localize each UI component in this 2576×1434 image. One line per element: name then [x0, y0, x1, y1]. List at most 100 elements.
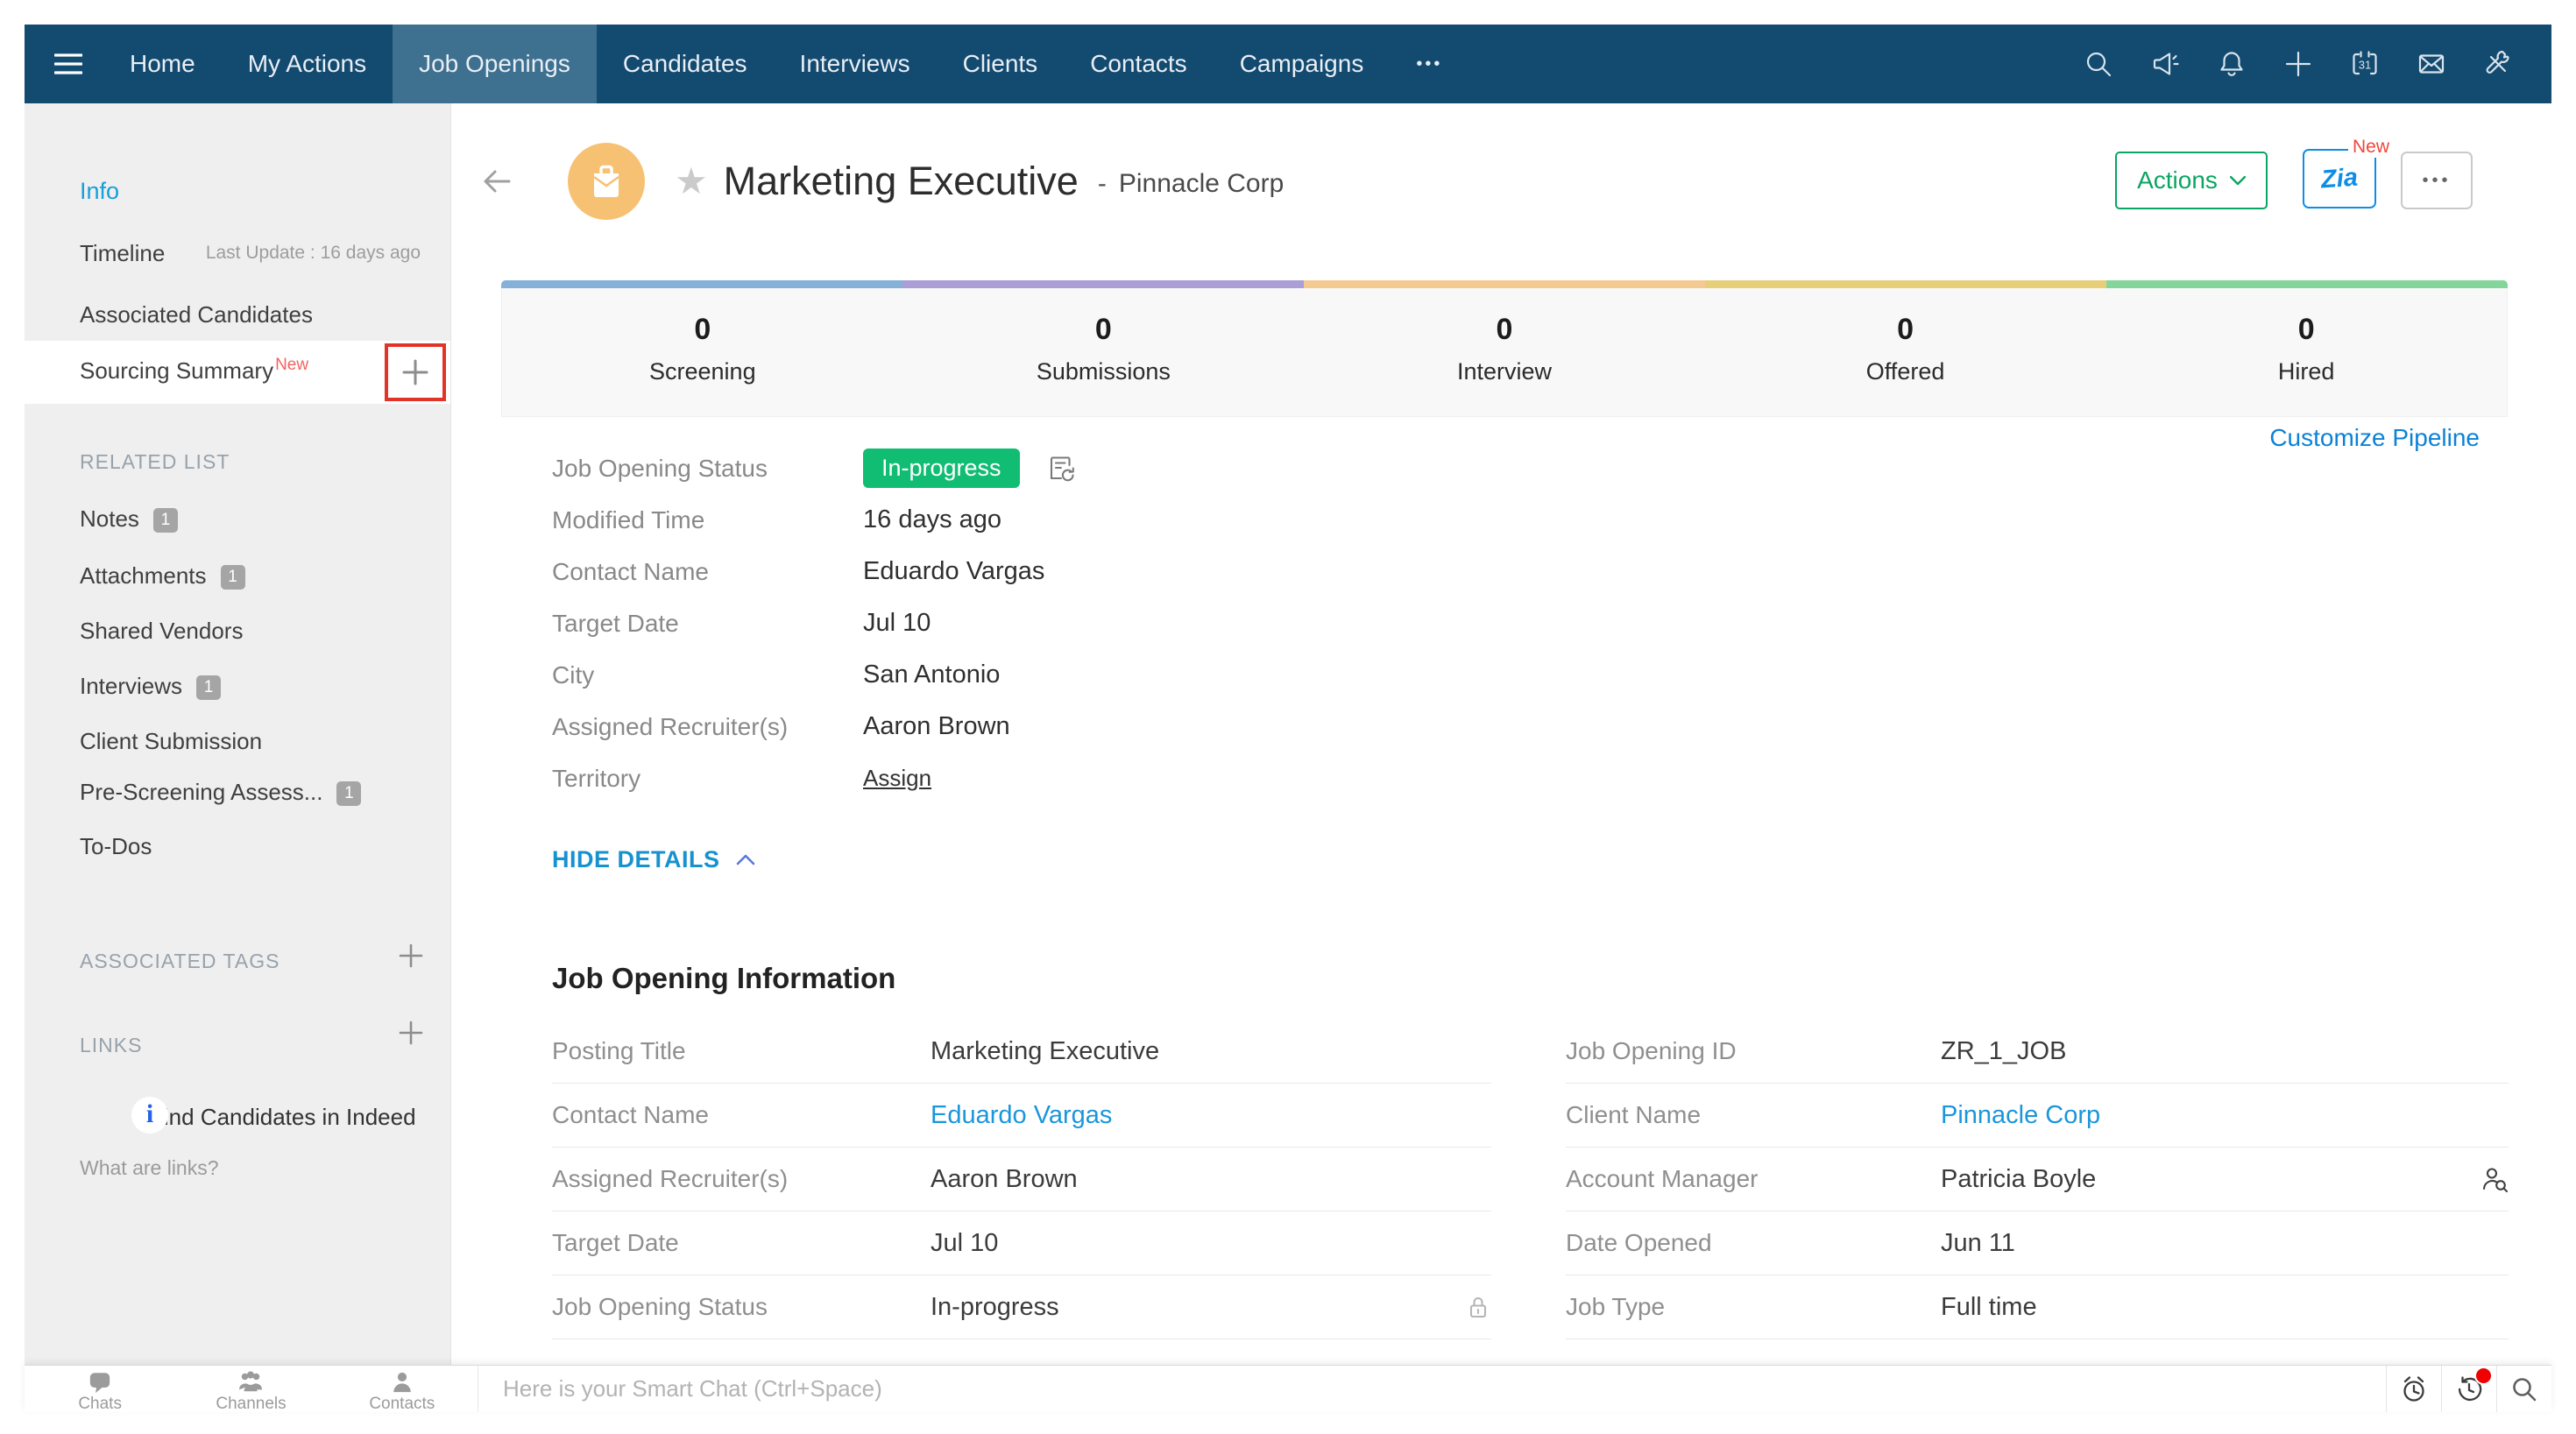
detail-value: 16 days ago: [863, 505, 1002, 533]
left-sidebar: Info Timeline Last Update : 16 days ago …: [25, 103, 451, 1365]
bell-icon[interactable]: [2217, 49, 2247, 79]
add-tag-button[interactable]: [398, 943, 424, 969]
detail-row: Assigned Recruiter(s) Aaron Brown: [552, 701, 1866, 752]
pipeline-stage-interview[interactable]: 0 Interview: [1304, 288, 1705, 416]
plus-icon[interactable]: [2283, 49, 2313, 79]
chat-tab-label: Contacts: [369, 1395, 435, 1413]
detail-label: City: [552, 660, 595, 689]
favorite-star-icon[interactable]: ★: [675, 160, 708, 201]
sidebar-item-timeline[interactable]: Timeline Last Update : 16 days ago: [80, 240, 429, 267]
search-icon[interactable]: [2084, 49, 2113, 79]
more-options-button[interactable]: •••: [2401, 152, 2473, 209]
timeline-label: Timeline: [80, 240, 166, 266]
detail-row: Target Date Jul 10: [552, 597, 1866, 649]
info-row: Target Date Jul 10: [552, 1211, 1491, 1275]
nav-item-interviews[interactable]: Interviews: [799, 50, 910, 77]
nav-item-campaigns[interactable]: Campaigns: [1239, 50, 1364, 77]
back-arrow-icon[interactable]: [480, 165, 513, 198]
smart-chat-bar: Chats Channels Contacts: [25, 1365, 2551, 1413]
info-field-value-link[interactable]: Eduardo Vargas: [931, 1100, 1113, 1129]
chat-search-button[interactable]: [2496, 1366, 2551, 1412]
pipeline-stage-screening[interactable]: 0 Screening: [502, 288, 903, 416]
info-field-value: Full time: [1941, 1292, 2037, 1321]
pipeline-stage-offered[interactable]: 0 Offered: [1705, 288, 2106, 416]
sidebar-item-associated-candidates[interactable]: Associated Candidates: [80, 301, 313, 328]
hide-details-toggle[interactable]: HIDE DETAILS: [552, 846, 755, 873]
status-badge[interactable]: In-progress: [863, 449, 1020, 488]
stage-name: Hired: [2277, 358, 2335, 385]
indeed-icon: i: [131, 1097, 168, 1134]
info-field-label: Account Manager: [1566, 1165, 1759, 1192]
detail-row: Territory Assign: [552, 752, 1866, 804]
sidebar-item-client-submission[interactable]: Client Submission: [80, 728, 429, 755]
sourcing-summary-label: Sourcing Summary New: [80, 356, 308, 385]
stage-name: Offered: [1865, 358, 1945, 385]
add-link-button[interactable]: [398, 1020, 424, 1046]
actions-button[interactable]: Actions: [2115, 152, 2268, 209]
customize-pipeline-link[interactable]: Customize Pipeline: [2269, 424, 2480, 451]
detail-value: Aaron Brown: [863, 712, 1010, 740]
info-field-label: Job Opening ID: [1566, 1037, 1737, 1064]
lock-icon: [1465, 1294, 1491, 1320]
chat-tab-chats[interactable]: Chats: [34, 1366, 166, 1413]
sidebar-item-pre-screening-assess[interactable]: Pre-Screening Assess... 1: [80, 779, 429, 806]
channels-icon: [185, 1370, 316, 1394]
page-title: Marketing Executive: [723, 159, 1079, 203]
indeed-link-label: Find Candidates in Indeed: [150, 1104, 416, 1130]
detail-row: City San Antonio: [552, 649, 1866, 701]
count-badge: 1: [220, 565, 245, 590]
nav-item-more[interactable]: •••: [1416, 53, 1443, 74]
sidebar-item-shared-vendors[interactable]: Shared Vendors: [80, 618, 429, 645]
nav-item-my-actions[interactable]: My Actions: [247, 50, 367, 77]
zia-button[interactable]: Zia New: [2303, 137, 2394, 208]
info-field-value: Jul 10: [931, 1228, 999, 1257]
related-item-label: Shared Vendors: [80, 618, 244, 644]
territory-assign-link[interactable]: Assign: [863, 765, 932, 791]
sidebar-item-interviews[interactable]: Interviews 1: [80, 673, 429, 700]
associated-tags-header: ASSOCIATED TAGS: [80, 950, 280, 972]
sidebar-item-sourcing-summary[interactable]: Sourcing Summary New: [25, 341, 450, 404]
actions-button-label: Actions: [2137, 166, 2218, 194]
info-row: Account Manager Patricia Boyle: [1566, 1148, 2509, 1211]
info-row: Job Type Full time: [1566, 1275, 2509, 1339]
related-item-label: To-Dos: [80, 833, 152, 859]
recent-history-button[interactable]: [2441, 1366, 2496, 1412]
person-search-icon[interactable]: [2480, 1165, 2509, 1193]
mail-icon[interactable]: [2417, 49, 2446, 79]
sidebar-item-info[interactable]: Info: [80, 178, 120, 204]
nav-item-clients[interactable]: Clients: [962, 50, 1038, 77]
pipeline-stage-submissions[interactable]: 0 Submissions: [903, 288, 1305, 416]
detail-label: Target Date: [552, 609, 679, 637]
sidebar-item-notes[interactable]: Notes 1: [80, 505, 429, 533]
hamburger-menu-icon[interactable]: [54, 53, 82, 75]
info-field-label: Contact Name: [552, 1101, 709, 1128]
nav-item-job-openings[interactable]: Job Openings: [393, 25, 597, 103]
tools-icon[interactable]: [2483, 49, 2513, 79]
status-history-icon[interactable]: [1046, 454, 1078, 484]
what-are-links-help[interactable]: What are links?: [80, 1156, 219, 1179]
megaphone-icon[interactable]: [2150, 49, 2180, 79]
chat-bubble-icon: [34, 1370, 166, 1394]
add-sourcing-button[interactable]: [400, 357, 430, 387]
related-item-label: Notes: [80, 505, 139, 532]
nav-items: Home My Actions Job Openings Candidates Inte…: [103, 25, 1468, 103]
info-row: Job Opening Status In-progress: [552, 1275, 1491, 1339]
related-item-label: Attachments: [80, 562, 207, 589]
nav-item-candidates[interactable]: Candidates: [622, 50, 747, 77]
chat-tab-channels[interactable]: Channels: [185, 1366, 316, 1413]
count-badge: 1: [196, 675, 222, 700]
nav-item-home[interactable]: Home: [130, 50, 195, 77]
nav-item-contacts[interactable]: Contacts: [1090, 50, 1187, 77]
zia-logo: Zia: [2319, 163, 2359, 194]
chat-tab-contacts[interactable]: Contacts: [336, 1366, 468, 1413]
stage-count: 0: [1094, 313, 1112, 346]
info-row: Assigned Recruiter(s) Aaron Brown: [552, 1148, 1491, 1211]
reminders-button[interactable]: [2386, 1366, 2441, 1412]
link-find-candidates-indeed[interactable]: i Find Candidates in Indeed: [80, 1097, 429, 1134]
smart-chat-input[interactable]: [478, 1366, 2386, 1412]
pipeline-stage-hired[interactable]: 0 Hired: [2105, 288, 2507, 416]
calendar-icon[interactable]: 31: [2350, 49, 2380, 79]
info-field-value-link[interactable]: Pinnacle Corp: [1941, 1100, 2101, 1129]
sidebar-item-to-dos[interactable]: To-Dos: [80, 833, 429, 860]
sidebar-item-attachments[interactable]: Attachments 1: [80, 562, 429, 590]
